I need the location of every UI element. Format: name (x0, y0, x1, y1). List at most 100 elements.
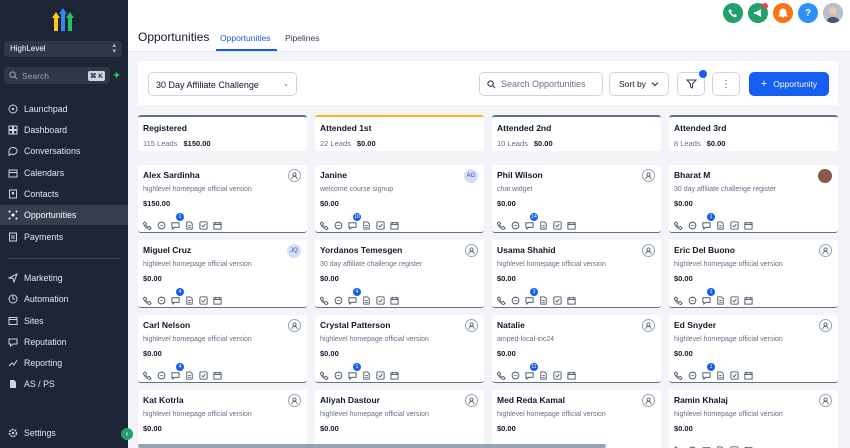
checkbox-icon[interactable] (730, 292, 739, 305)
message-icon[interactable]: 1 (702, 363, 715, 381)
checkbox-icon[interactable] (553, 367, 562, 380)
calendar-icon[interactable] (567, 292, 576, 305)
message-icon[interactable] (702, 442, 711, 448)
checkbox-icon[interactable] (376, 292, 385, 305)
assign-user-icon[interactable] (642, 319, 655, 332)
calendar-icon[interactable] (390, 367, 399, 380)
phone-icon[interactable] (674, 217, 683, 230)
sidebar-item-marketing[interactable]: Marketing (0, 268, 128, 288)
horizontal-scrollbar[interactable] (138, 444, 606, 448)
opportunity-card[interactable]: Phil Wilson chat widget $0.00 14 (492, 165, 661, 233)
owner-initials[interactable]: JQ (287, 244, 301, 258)
opportunity-card[interactable]: Alex Sardinha highlevel homepage official… (138, 165, 307, 233)
opportunity-card[interactable]: Carl Nelson highlevel homepage official v… (138, 315, 307, 383)
message-icon[interactable]: 1 (702, 213, 715, 231)
chat-icon[interactable] (511, 292, 520, 305)
opportunity-card[interactable]: Natalie amped-local-inc24 $0.00 11 (492, 315, 661, 383)
opportunity-card[interactable]: Janine welcome course signup $0.00 AG 10 (315, 165, 484, 233)
tab-opportunities[interactable]: Opportunities (220, 33, 271, 43)
document-icon[interactable] (716, 367, 725, 380)
phone-icon[interactable] (320, 292, 329, 305)
document-icon[interactable] (185, 217, 194, 230)
help-icon[interactable]: ? (798, 3, 818, 23)
chat-icon[interactable] (688, 292, 697, 305)
chat-icon[interactable] (688, 217, 697, 230)
quick-action-icon[interactable]: ✦ (112, 70, 122, 82)
phone-icon[interactable] (143, 217, 152, 230)
document-icon[interactable] (362, 367, 371, 380)
phone-icon[interactable] (320, 367, 329, 380)
phone-icon[interactable] (497, 217, 506, 230)
chat-icon[interactable] (334, 292, 343, 305)
opportunity-card[interactable]: Yordanos Temesgen 30 day affiliate challe… (315, 240, 484, 308)
phone-icon[interactable] (674, 367, 683, 380)
chat-icon[interactable] (688, 442, 697, 448)
assign-user-icon[interactable] (288, 319, 301, 332)
sidebar-item-conversations[interactable]: Conversations (0, 141, 128, 161)
bell-icon[interactable] (773, 3, 793, 23)
opportunities-search-input[interactable]: Search Opportunities (479, 72, 603, 96)
sidebar-item-launchpad[interactable]: Launchpad (0, 99, 128, 119)
user-avatar[interactable] (823, 3, 843, 23)
opportunity-card[interactable]: Aliyah Dastour highlevel homepage officia… (315, 390, 484, 448)
assign-user-icon[interactable] (288, 394, 301, 407)
sidebar-item-contacts[interactable]: Contacts (0, 184, 128, 204)
megaphone-icon[interactable] (748, 3, 768, 23)
phone-icon[interactable] (143, 292, 152, 305)
calendar-icon[interactable] (213, 367, 222, 380)
document-icon[interactable] (539, 217, 548, 230)
chat-icon[interactable] (157, 367, 166, 380)
sidebar-item-dashboard[interactable]: Dashboard (0, 120, 128, 140)
message-icon[interactable]: 1 (702, 288, 715, 306)
chat-icon[interactable] (511, 367, 520, 380)
checkbox-icon[interactable] (553, 217, 562, 230)
chat-icon[interactable] (511, 217, 520, 230)
opportunity-card[interactable]: Med Reda Kamal highlevel homepage officia… (492, 390, 661, 448)
chat-icon[interactable] (688, 367, 697, 380)
message-icon[interactable]: 1 (171, 213, 184, 231)
calendar-icon[interactable] (567, 217, 576, 230)
calendar-icon[interactable] (390, 292, 399, 305)
phone-icon[interactable] (497, 367, 506, 380)
document-icon[interactable] (716, 217, 725, 230)
phone-icon[interactable] (497, 292, 506, 305)
calendar-icon[interactable] (744, 217, 753, 230)
opportunity-card[interactable]: Ramin Khalaj highlevel homepage official … (669, 390, 838, 448)
calendar-icon[interactable] (744, 442, 753, 448)
opportunity-card[interactable]: Crystal Patterson highlevel homepage offi… (315, 315, 484, 383)
message-icon[interactable]: 4 (171, 288, 184, 306)
chat-icon[interactable] (157, 217, 166, 230)
opportunity-card[interactable]: Kat Kotrla highlevel homepage official ve… (138, 390, 307, 448)
document-icon[interactable] (185, 367, 194, 380)
document-icon[interactable] (362, 292, 371, 305)
assign-user-icon[interactable] (819, 244, 832, 257)
highlevel-logo[interactable] (50, 8, 76, 37)
sidebar-item-payments[interactable]: Payments (0, 227, 128, 247)
checkbox-icon[interactable] (730, 217, 739, 230)
assign-user-icon[interactable] (465, 319, 478, 332)
calendar-icon[interactable] (213, 217, 222, 230)
chat-icon[interactable] (157, 292, 166, 305)
filter-button[interactable] (677, 70, 707, 96)
assign-user-icon[interactable] (819, 319, 832, 332)
assign-user-icon[interactable] (642, 244, 655, 257)
opportunity-card[interactable]: Bharat M 30 day affiliate challenge regis… (669, 165, 838, 233)
sort-by-button[interactable]: Sort by (609, 72, 669, 96)
message-icon[interactable]: 14 (525, 213, 538, 231)
checkbox-icon[interactable] (199, 217, 208, 230)
message-icon[interactable]: 10 (348, 213, 361, 231)
phone-icon[interactable] (674, 442, 683, 448)
opportunity-card[interactable]: Ed Snyder highlevel homepage official ver… (669, 315, 838, 383)
sidebar-item-settings[interactable]: Settings (0, 423, 128, 443)
document-icon[interactable] (362, 217, 371, 230)
chat-icon[interactable] (334, 217, 343, 230)
document-icon[interactable] (185, 292, 194, 305)
add-opportunity-button[interactable]: + Opportunity (749, 72, 829, 96)
phone-icon[interactable] (143, 367, 152, 380)
message-icon[interactable]: 4 (171, 363, 184, 381)
opportunity-card[interactable]: Usama Shahid highlevel homepage official … (492, 240, 661, 308)
checkbox-icon[interactable] (730, 442, 739, 448)
sidebar-item-calendars[interactable]: Calendars (0, 163, 128, 183)
checkbox-icon[interactable] (199, 292, 208, 305)
assign-user-icon[interactable] (465, 244, 478, 257)
